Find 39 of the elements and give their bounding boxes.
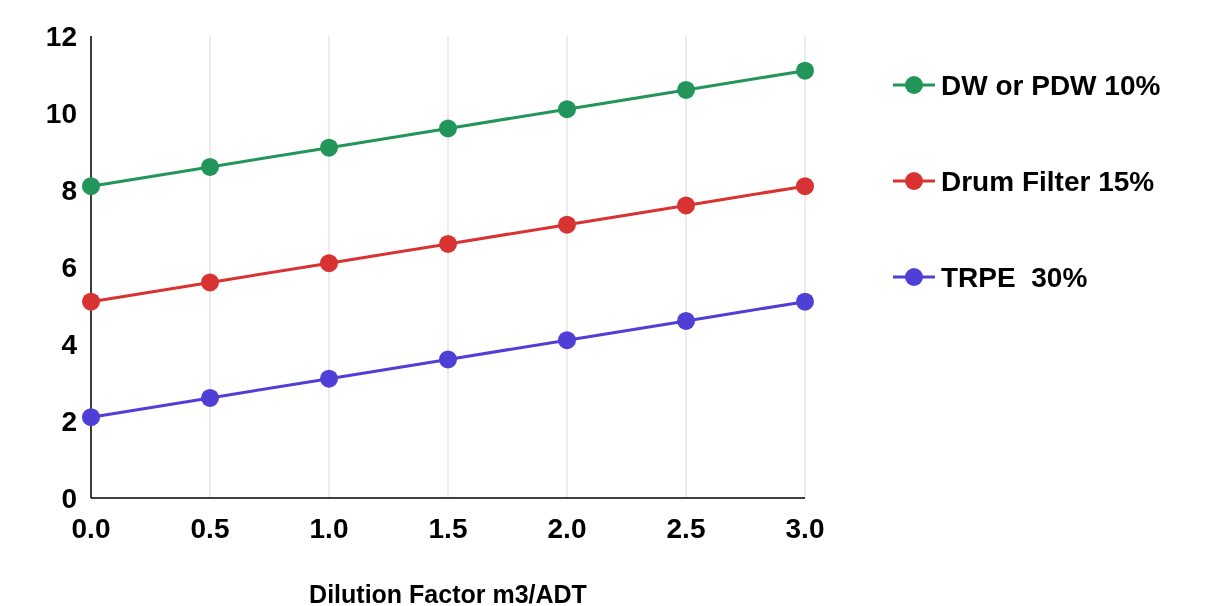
point <box>796 177 814 196</box>
point <box>201 273 219 292</box>
point <box>201 388 219 407</box>
point <box>558 100 576 119</box>
point <box>677 196 695 215</box>
x-tick-label: 1.0 <box>309 513 349 544</box>
x-axis-title: Dilution Factor m3/ADT <box>309 580 587 606</box>
y-tick-label: 12 <box>45 20 77 52</box>
point <box>439 350 457 369</box>
point <box>558 331 576 350</box>
x-tick-label: 2.5 <box>666 513 706 544</box>
point <box>677 80 695 99</box>
x-tick-label: 0.0 <box>71 513 111 544</box>
point <box>201 157 219 176</box>
y-tick-label: 10 <box>45 97 77 129</box>
x-tick-label: 1.5 <box>428 513 468 544</box>
legend-label: Drum Filter 15% <box>941 165 1155 197</box>
point <box>82 292 100 311</box>
point <box>677 311 695 330</box>
y-tick-label: 0 <box>61 482 77 514</box>
x-tick-label: 3.0 <box>785 513 825 544</box>
point <box>439 234 457 253</box>
legend-label: DW or PDW 10% <box>941 69 1161 101</box>
y-tick-label: 4 <box>61 328 78 360</box>
point <box>796 61 814 80</box>
point <box>796 292 814 311</box>
y-tick-label: 2 <box>61 405 77 437</box>
y-tick-label: 6 <box>61 251 77 283</box>
point <box>320 369 338 388</box>
legend-label: TRPE 30% <box>941 261 1088 293</box>
y-tick-label: 8 <box>61 174 77 206</box>
x-tick-label: 2.0 <box>547 513 587 544</box>
x-tick-label: 0.5 <box>190 513 230 544</box>
point <box>82 177 100 196</box>
point <box>439 119 457 138</box>
point <box>82 408 100 427</box>
point <box>320 254 338 273</box>
point <box>558 215 576 234</box>
point <box>320 138 338 157</box>
